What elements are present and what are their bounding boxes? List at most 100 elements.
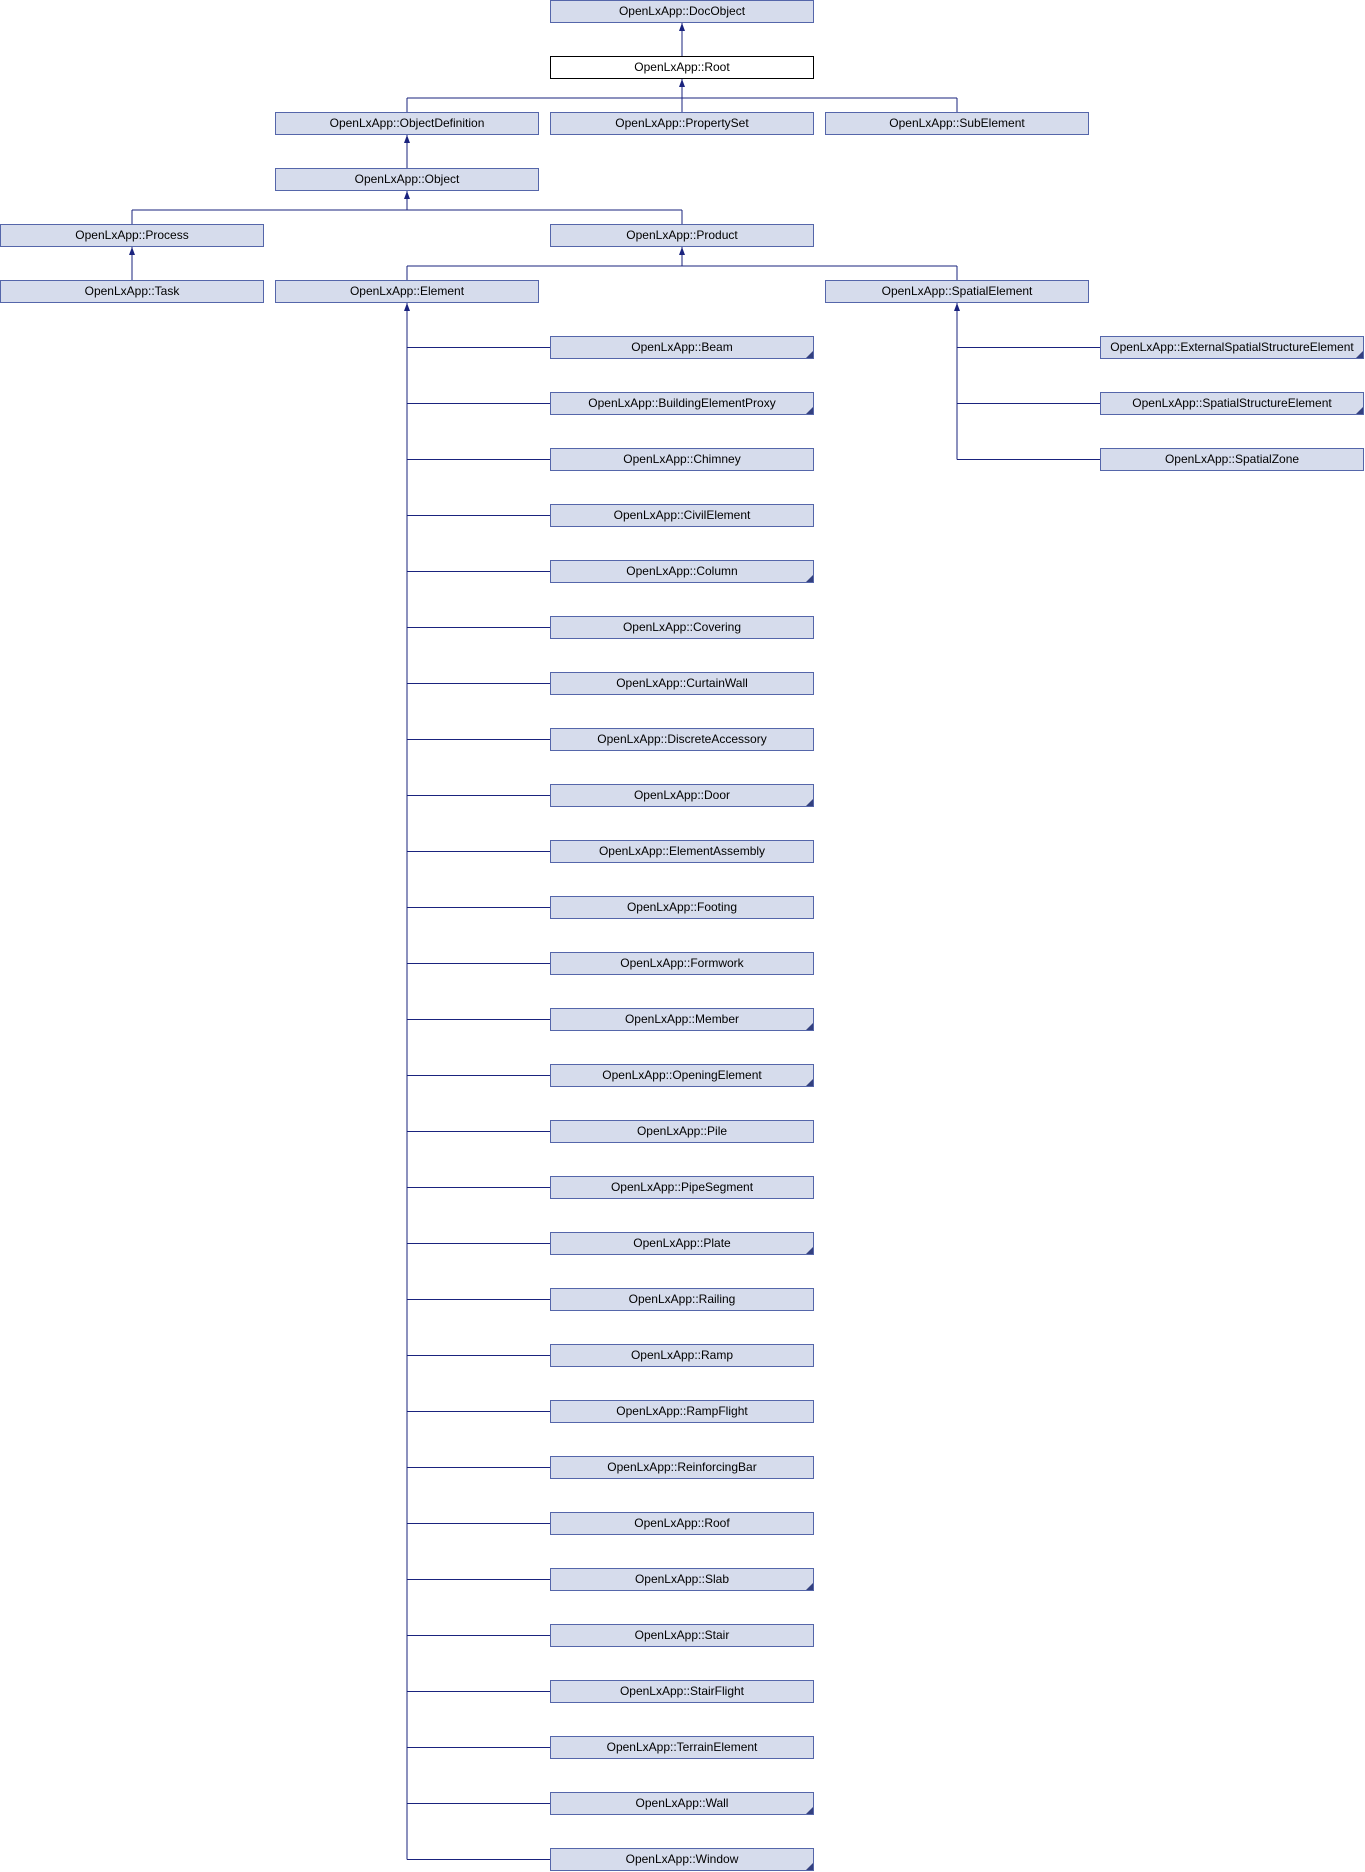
class-node-label: OpenLxApp::Door (633, 788, 731, 802)
class-node-member[interactable]: OpenLxApp::Member (550, 1008, 814, 1031)
class-node-label: OpenLxApp::CivilElement (613, 508, 751, 522)
class-node-externalspatialstructureelement[interactable]: OpenLxApp::ExternalSpatialStructureEleme… (1100, 336, 1364, 359)
class-node-label: OpenLxApp::Footing (626, 900, 738, 914)
class-node-spatialelement[interactable]: OpenLxApp::SpatialElement (825, 280, 1089, 303)
class-node-window[interactable]: OpenLxApp::Window (550, 1848, 814, 1871)
more-subclasses-corner-icon (1356, 351, 1363, 358)
class-node-docobject[interactable]: OpenLxApp::DocObject (550, 0, 814, 23)
class-node-task[interactable]: OpenLxApp::Task (0, 280, 264, 303)
class-node-label: OpenLxApp::Slab (634, 1572, 730, 1586)
class-node-label: OpenLxApp::Stair (634, 1628, 730, 1642)
class-node-column[interactable]: OpenLxApp::Column (550, 560, 814, 583)
class-node-label: OpenLxApp::Product (626, 228, 738, 242)
class-node-discreteaccessory[interactable]: OpenLxApp::DiscreteAccessory (550, 728, 814, 751)
class-node-label: OpenLxApp::Chimney (623, 452, 741, 466)
class-node-pipesegment[interactable]: OpenLxApp::PipeSegment (550, 1176, 814, 1199)
class-node-label: OpenLxApp::OpeningElement (602, 1068, 762, 1082)
class-node-beam[interactable]: OpenLxApp::Beam (550, 336, 814, 359)
class-node-door[interactable]: OpenLxApp::Door (550, 784, 814, 807)
class-node-railing[interactable]: OpenLxApp::Railing (550, 1288, 814, 1311)
inheritance-arrow-docobject (679, 23, 685, 31)
class-node-label: OpenLxApp::Formwork (620, 956, 744, 970)
class-node-label: OpenLxApp::DocObject (618, 4, 746, 18)
class-node-stair[interactable]: OpenLxApp::Stair (550, 1624, 814, 1647)
inheritance-arrow-process (129, 247, 135, 255)
class-node-object[interactable]: OpenLxApp::Object (275, 168, 539, 191)
class-node-spatialzone[interactable]: OpenLxApp::SpatialZone (1100, 448, 1364, 471)
class-node-reinforcingbar[interactable]: OpenLxApp::ReinforcingBar (550, 1456, 814, 1479)
class-node-root: OpenLxApp::Root (550, 56, 814, 79)
class-node-civilelement[interactable]: OpenLxApp::CivilElement (550, 504, 814, 527)
more-subclasses-corner-icon (806, 799, 813, 806)
class-node-covering[interactable]: OpenLxApp::Covering (550, 616, 814, 639)
more-subclasses-corner-icon (806, 1807, 813, 1814)
class-node-propertyset[interactable]: OpenLxApp::PropertySet (550, 112, 814, 135)
more-subclasses-corner-icon (806, 1079, 813, 1086)
class-node-label: OpenLxApp::Railing (628, 1292, 736, 1306)
class-node-label: OpenLxApp::DiscreteAccessory (597, 732, 767, 746)
class-node-label: OpenLxApp::StairFlight (619, 1684, 745, 1698)
class-node-curtainwall[interactable]: OpenLxApp::CurtainWall (550, 672, 814, 695)
class-node-element[interactable]: OpenLxApp::Element (275, 280, 539, 303)
class-node-ramp[interactable]: OpenLxApp::Ramp (550, 1344, 814, 1367)
class-node-footing[interactable]: OpenLxApp::Footing (550, 896, 814, 919)
class-node-label: OpenLxApp::ElementAssembly (598, 844, 766, 858)
class-node-label: OpenLxApp::Root (634, 60, 730, 74)
class-node-label: OpenLxApp::ObjectDefinition (329, 116, 485, 130)
inheritance-arrow-root (679, 79, 685, 87)
class-node-pile[interactable]: OpenLxApp::Pile (550, 1120, 814, 1143)
class-node-label: OpenLxApp::Task (84, 284, 180, 298)
more-subclasses-corner-icon (806, 351, 813, 358)
more-subclasses-corner-icon (1356, 407, 1363, 414)
more-subclasses-corner-icon (806, 575, 813, 582)
class-node-label: OpenLxApp::PropertySet (615, 116, 749, 130)
class-node-terrainelement[interactable]: OpenLxApp::TerrainElement (550, 1736, 814, 1759)
class-node-label: OpenLxApp::Pile (636, 1124, 728, 1138)
class-node-wall[interactable]: OpenLxApp::Wall (550, 1792, 814, 1815)
class-node-product[interactable]: OpenLxApp::Product (550, 224, 814, 247)
inheritance-arrow-object (404, 191, 410, 199)
class-node-label: OpenLxApp::Element (349, 284, 465, 298)
class-node-process[interactable]: OpenLxApp::Process (0, 224, 264, 247)
class-node-chimney[interactable]: OpenLxApp::Chimney (550, 448, 814, 471)
class-node-label: OpenLxApp::Column (626, 564, 738, 578)
class-node-label: OpenLxApp::ExternalSpatialStructureEleme… (1110, 340, 1354, 354)
inheritance-arrow-product (679, 247, 685, 255)
class-node-label: OpenLxApp::Wall (635, 1796, 729, 1810)
more-subclasses-corner-icon (806, 1247, 813, 1254)
class-node-roof[interactable]: OpenLxApp::Roof (550, 1512, 814, 1535)
more-subclasses-corner-icon (806, 407, 813, 414)
class-node-label: OpenLxApp::Plate (633, 1236, 731, 1250)
class-node-elementassembly[interactable]: OpenLxApp::ElementAssembly (550, 840, 814, 863)
class-node-slab[interactable]: OpenLxApp::Slab (550, 1568, 814, 1591)
class-node-label: OpenLxApp::BuildingElementProxy (588, 396, 776, 410)
class-node-label: OpenLxApp::SpatialZone (1164, 452, 1300, 466)
class-node-label: OpenLxApp::Process (75, 228, 189, 242)
class-node-label: OpenLxApp::RampFlight (616, 1404, 748, 1418)
class-node-stairflight[interactable]: OpenLxApp::StairFlight (550, 1680, 814, 1703)
class-node-label: OpenLxApp::ReinforcingBar (607, 1460, 757, 1474)
class-node-label: OpenLxApp::SpatialElement (881, 284, 1033, 298)
class-node-formwork[interactable]: OpenLxApp::Formwork (550, 952, 814, 975)
inheritance-arrow-objectdefinition (404, 135, 410, 143)
more-subclasses-corner-icon (806, 1023, 813, 1030)
class-node-spatialstructureelement[interactable]: OpenLxApp::SpatialStructureElement (1100, 392, 1364, 415)
class-node-rampflight[interactable]: OpenLxApp::RampFlight (550, 1400, 814, 1423)
class-node-plate[interactable]: OpenLxApp::Plate (550, 1232, 814, 1255)
class-node-subelement[interactable]: OpenLxApp::SubElement (825, 112, 1089, 135)
more-subclasses-corner-icon (806, 1583, 813, 1590)
class-node-label: OpenLxApp::Object (354, 172, 460, 186)
class-node-openingelement[interactable]: OpenLxApp::OpeningElement (550, 1064, 814, 1087)
class-node-label: OpenLxApp::Roof (634, 1516, 730, 1530)
class-node-label: OpenLxApp::Member (624, 1012, 740, 1026)
inheritance-arrow-element (404, 303, 410, 311)
class-node-label: OpenLxApp::PipeSegment (610, 1180, 754, 1194)
class-node-label: OpenLxApp::SubElement (889, 116, 1025, 130)
class-node-label: OpenLxApp::Beam (631, 340, 733, 354)
class-node-buildingelementproxy[interactable]: OpenLxApp::BuildingElementProxy (550, 392, 814, 415)
class-node-label: OpenLxApp::TerrainElement (606, 1740, 758, 1754)
class-node-label: OpenLxApp::Covering (622, 620, 742, 634)
class-node-label: OpenLxApp::Window (625, 1852, 739, 1866)
class-node-objectdefinition[interactable]: OpenLxApp::ObjectDefinition (275, 112, 539, 135)
